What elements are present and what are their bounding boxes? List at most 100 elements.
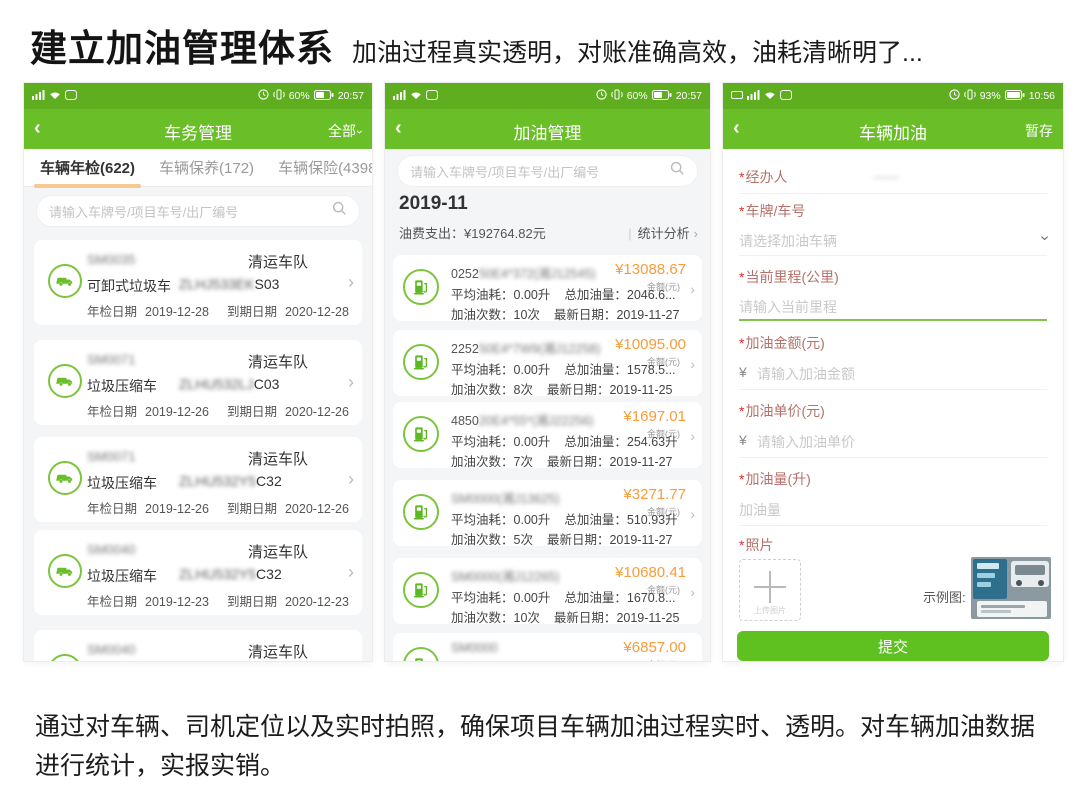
nav-title: 加油管理 — [513, 124, 582, 143]
back-icon[interactable]: ‹ — [395, 117, 402, 139]
inspection-dates: 年检日期 2019-12-26 到期日期 2020-12-26 — [87, 502, 349, 516]
truck-icon — [48, 364, 82, 398]
vehicle-select[interactable]: 请选择加油车辆 — [739, 233, 837, 249]
vibrate-icon — [273, 89, 285, 103]
main-title: 建立加油管理体系 — [30, 28, 334, 69]
status-left-icons — [393, 89, 438, 103]
fuel-vehicle-title: 225250E4*7W9(湘J12258) — [451, 342, 601, 356]
amount-unit-note: 金额(元) — [647, 658, 680, 661]
truck-icon — [48, 554, 82, 588]
tab-insurance[interactable]: 车辆保险(4398) — [278, 160, 372, 177]
vehicle-id: SM0040 — [87, 542, 136, 557]
fuel-stats-row: 平均油耗：0.00升 总加油量：510.93升 — [451, 513, 678, 527]
field-label-fuel-volume: *加油量(升) — [739, 471, 811, 487]
save-draft-button[interactable]: 暂存 — [1025, 123, 1053, 139]
yen-prefix: ¥ — [739, 364, 747, 380]
fuel-pump-icon — [403, 572, 439, 608]
example-label: 示例图: — [923, 590, 966, 605]
phone-refuel-form: 93% 10:56 ‹ 车辆加油 暂存 *经办人 —— *车牌/车号 请选择加油… — [723, 83, 1063, 661]
fuel-record-card[interactable]: 225250E4*7W9(湘J12258) ¥10095.00 金额(元) › … — [393, 330, 702, 397]
amount-unit-note: 金额(元) — [647, 357, 680, 367]
fuel-cost-input[interactable]: 请输入加油金额 — [757, 366, 855, 382]
field-label-plate: *车牌/车号 — [739, 203, 806, 219]
mileage-input[interactable]: 请输入当前里程 — [739, 299, 837, 315]
nav-title: 车辆加油 — [859, 124, 927, 143]
hd-icon — [426, 89, 438, 103]
tab-maintenance[interactable]: 车辆保养(172) — [159, 160, 255, 177]
vehicle-type: 垃圾压缩车 — [87, 475, 157, 491]
stats-analysis-link[interactable]: | 统计分析 › — [628, 226, 698, 241]
back-icon[interactable]: ‹ — [733, 117, 740, 139]
amount-unit-note: 金额(元) — [647, 429, 680, 439]
fuel-amount: ¥6857.00 — [623, 639, 686, 656]
fuel-record-card[interactable]: SM0000(湘J12265) ¥10680.41 金额(元) › 平均油耗：0… — [393, 558, 702, 625]
submit-button[interactable]: 提交 — [737, 631, 1049, 661]
upload-caption: 上传图片 — [754, 606, 786, 615]
fuel-stats-row: 平均油耗：0.00升 总加油量：1670.8... — [451, 591, 676, 605]
search-placeholder: 请输入车牌号/项目车号/出厂编号 — [410, 164, 600, 180]
chevron-down-icon[interactable]: › — [1036, 235, 1054, 241]
tab-annual-inspection[interactable]: 车辆年检(622) — [33, 157, 142, 188]
search-input[interactable]: 请输入车牌号/项目车号/出厂编号 — [36, 195, 360, 227]
search-input[interactable]: 请输入车牌号/项目车号/出厂编号 — [397, 155, 698, 187]
divider — [739, 389, 1047, 390]
inspection-dates: 年检日期 2019-12-23 到期日期 2020-12-23 — [87, 595, 349, 609]
status-bar: 60% 20:57 — [24, 83, 372, 109]
divider — [739, 255, 1047, 256]
fleet-name: 清运车队 — [248, 254, 309, 271]
fuel-amount: ¥3271.77 — [623, 486, 686, 503]
search-icon — [332, 201, 347, 221]
fuel-record-card[interactable]: SM0000(湘J13625) ¥3271.77 金额(元) › 平均油耗：0.… — [393, 480, 702, 547]
hd-icon — [780, 89, 792, 103]
fuel-amount: ¥10680.41 — [615, 564, 686, 581]
photo-upload-button[interactable]: 上传图片 — [739, 559, 801, 621]
chevron-right-icon: › — [348, 469, 354, 489]
chevron-right-icon: › — [690, 281, 695, 297]
unit-price-input[interactable]: 请输入加油单价 — [757, 434, 855, 450]
amount-unit-note: 金额(元) — [647, 282, 680, 292]
plus-icon — [769, 571, 771, 603]
nav-bar: ‹ 加油管理 — [385, 109, 710, 149]
vehicle-card[interactable]: SM0035 清运车队 可卸式垃圾车 ZLHJ533EKS03 › 年检日期 20… — [34, 240, 362, 325]
search-icon — [670, 161, 685, 181]
example-photo — [971, 557, 1051, 619]
back-icon[interactable]: ‹ — [34, 117, 41, 139]
vehicle-card[interactable]: SM0071 清运车队 垃圾压缩车 ZLHU532Y5C32 › 年检日期 201… — [34, 437, 362, 522]
fuel-pump-icon — [403, 344, 439, 380]
vehicle-id: SM0035 — [87, 252, 136, 267]
month-title: 2019-11 — [399, 193, 468, 214]
plate-number: ZLHU532Y5C32 — [179, 473, 282, 489]
chevron-right-icon: › — [690, 506, 695, 522]
truck-icon — [48, 654, 82, 661]
fuel-pump-icon — [403, 494, 439, 530]
battery-percent: 60% — [626, 90, 648, 102]
vehicle-card[interactable]: SM0071 清运车队 垃圾压缩车 ZLHU532LJC03 › 年检日期 201… — [34, 340, 362, 425]
vehicle-type: 垃圾压缩车 — [87, 568, 157, 584]
fleet-name: 清运车队 — [248, 644, 309, 661]
vibrate-icon — [964, 89, 976, 103]
filter-all-dropdown[interactable]: 全部› — [328, 123, 367, 139]
fleet-name: 清运车队 — [248, 354, 309, 371]
vehicle-id: SM0071 — [87, 352, 136, 367]
fuel-amount: ¥13088.67 — [615, 261, 686, 278]
vehicle-card[interactable]: SM0040 清运车队 垃圾压缩车 ZLHU532Y5C32 › 年检日期 201… — [34, 530, 362, 615]
alarm-icon — [596, 89, 607, 103]
fuel-volume-input[interactable]: 加油量 — [739, 502, 781, 518]
fuel-amount: ¥1697.01 — [623, 408, 686, 425]
field-label-mileage: *当前里程(公里) — [739, 269, 839, 285]
fuel-count-row: 加油次数：7次 最新日期：2019-11-27 — [451, 455, 673, 469]
fuel-record-card[interactable]: SM0000 ¥6857.00 金额(元) › — [393, 633, 702, 661]
fuel-pump-icon — [403, 416, 439, 452]
vehicle-id: SM0071 — [87, 449, 136, 464]
fuel-record-card[interactable]: 025250E4*372(湘J12545) ¥13088.67 金额(元) › … — [393, 255, 702, 322]
operator-value: —— — [873, 169, 899, 184]
fuel-record-card[interactable]: 485020E4*55*(湘J22256) ¥1697.01 金额(元) › 平… — [393, 402, 702, 469]
active-field-underline — [739, 319, 1047, 321]
fuel-count-row: 加油次数：10次 最新日期：2019-11-27 — [451, 308, 680, 322]
vehicle-card[interactable]: SM0040 清运车队 — [34, 630, 362, 661]
app-icon — [731, 90, 743, 103]
fleet-name: 清运车队 — [248, 451, 309, 468]
chevron-down-icon: › — [353, 130, 367, 134]
chevron-right-icon: › — [348, 272, 354, 292]
truck-icon — [48, 461, 82, 495]
